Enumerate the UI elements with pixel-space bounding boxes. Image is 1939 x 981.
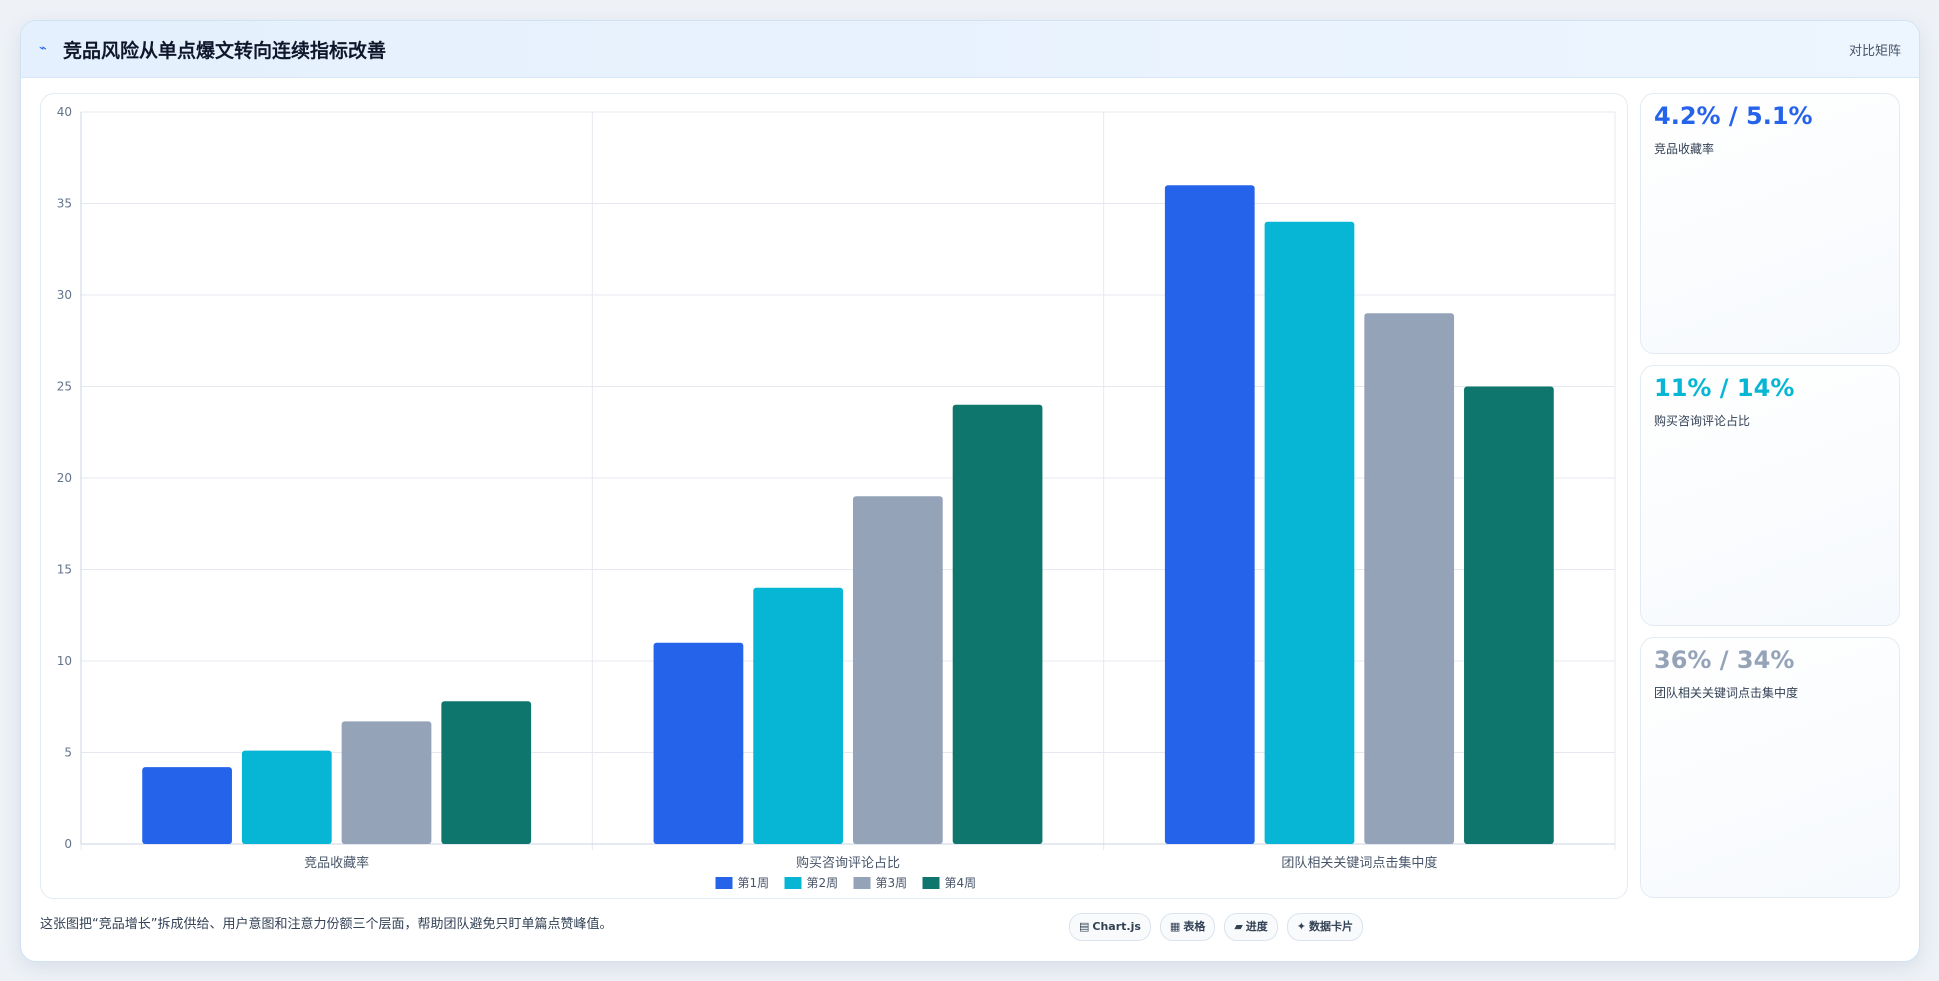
chart-footnote: 这张图把“竞品增长”拆成供给、用户意图和注意力份额三个层面，帮助团队避免只盯单篇… — [40, 917, 613, 932]
card-header: ⌁ 竞品风险从单点爆文转向连续指标改善 对比矩阵 — [21, 21, 1919, 78]
bar — [341, 721, 432, 844]
y-tick-label: 40 — [57, 105, 72, 119]
bar — [952, 404, 1043, 844]
legend-label: 第3周 — [876, 876, 908, 890]
legend-swatch — [784, 877, 802, 889]
tag-chartjs[interactable]: ▤ Chart.js — [1069, 913, 1151, 941]
kpi-card-collect-rate: 4.2% / 5.1% 竞品收藏率 — [1640, 93, 1900, 354]
table-icon: ▦ — [1169, 920, 1181, 933]
kpi-card-inquiry-share: 11% / 14% 购买咨询评论占比 — [1640, 365, 1900, 626]
y-tick-label: 35 — [57, 197, 72, 211]
legend-label: 第4周 — [945, 876, 977, 890]
legend-label: 第1周 — [738, 876, 770, 890]
bar — [1264, 221, 1355, 845]
legend-swatch — [715, 877, 733, 889]
bar — [1364, 313, 1455, 844]
y-tick-label: 15 — [57, 563, 72, 577]
legend-swatch — [853, 877, 871, 889]
chart-panel: 0 5 10 15 20 25 30 35 40 竞品收藏率 购买咨询评论占比 团队相关关键词点击集中… — [40, 93, 1628, 899]
y-tick-label: 0 — [64, 837, 72, 851]
tag-progress[interactable]: ▰ 进度 — [1224, 913, 1278, 941]
kpi-card-keyword-concentration: 36% / 34% 团队相关关键词点击集中度 — [1640, 637, 1900, 898]
bar — [241, 750, 332, 844]
x-tick-label: 团队相关关键词点击集中度 — [1281, 855, 1437, 871]
page-title: 竞品风险从单点爆文转向连续指标改善 — [63, 40, 387, 62]
y-tick-label: 25 — [57, 380, 72, 394]
y-tick-label: 30 — [57, 288, 72, 302]
tag-data-card[interactable]: ✦ 数据卡片 — [1286, 913, 1364, 941]
chart-icon: ▤ — [1079, 920, 1090, 933]
kpi-value: 4.2% / 5.1% — [1654, 102, 1813, 130]
bar — [142, 767, 232, 844]
legend-label: 第2周 — [807, 876, 839, 890]
bar — [1464, 386, 1554, 844]
y-tick-label: 5 — [64, 746, 72, 760]
kpi-value: 36% / 34% — [1654, 646, 1795, 674]
kpi-label: 竞品收藏率 — [1654, 142, 1715, 156]
trend-icon: ⌁ — [39, 41, 47, 56]
feature-tags: ▤ Chart.js ▦ 表格 ▰ 进度 ✦ 数据卡片 — [1069, 913, 1364, 941]
bar — [653, 642, 744, 844]
kpi-value: 11% / 14% — [1654, 374, 1795, 402]
tag-label: 表格 — [1183, 920, 1206, 933]
tag-table[interactable]: ▦ 表格 — [1159, 913, 1216, 941]
bar — [753, 587, 844, 844]
sparkle-icon: ✦ — [1296, 920, 1307, 933]
kpi-label: 购买咨询评论占比 — [1654, 414, 1751, 428]
x-tick-label: 购买咨询评论占比 — [796, 855, 900, 871]
y-tick-label: 20 — [57, 471, 72, 485]
compare-matrix-link[interactable]: 对比矩阵 — [1848, 44, 1901, 59]
tag-label: Chart.js — [1092, 920, 1141, 933]
dashboard-card: ⌁ 竞品风险从单点爆文转向连续指标改善 对比矩阵 0 5 10 15 20 25 30 35 4… — [20, 20, 1920, 962]
bar-chart: 0 5 10 15 20 25 30 35 40 竞品收藏率 购买咨询评论占比 团队相关关键词点击集中… — [57, 105, 1616, 890]
kpi-label: 团队相关关键词点击集中度 — [1654, 686, 1799, 700]
bar — [1164, 185, 1255, 844]
x-tick-label: 竞品收藏率 — [304, 855, 369, 871]
tag-label: 进度 — [1245, 920, 1268, 933]
y-tick-label: 10 — [57, 654, 72, 668]
progress-icon: ▰ — [1234, 920, 1243, 933]
bar — [852, 496, 943, 844]
legend-swatch — [922, 877, 940, 889]
bar — [441, 701, 532, 844]
tag-label: 数据卡片 — [1309, 920, 1354, 933]
